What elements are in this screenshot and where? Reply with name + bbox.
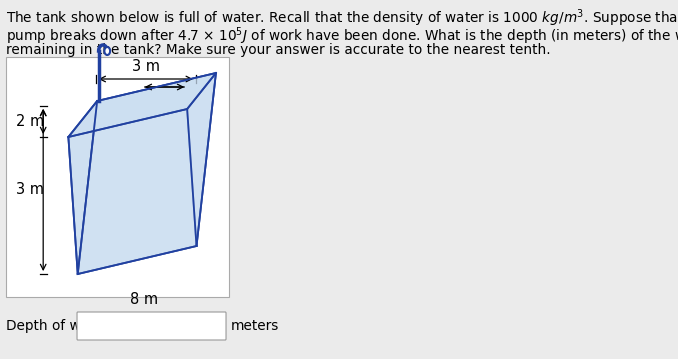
- Polygon shape: [187, 73, 216, 246]
- FancyBboxPatch shape: [5, 57, 229, 297]
- Text: The tank shown below is full of water. Recall that the density of water is 1000 : The tank shown below is full of water. R…: [5, 7, 678, 29]
- Text: 2 m: 2 m: [16, 114, 44, 129]
- Polygon shape: [78, 73, 216, 274]
- Polygon shape: [68, 101, 97, 274]
- Polygon shape: [68, 73, 216, 137]
- Text: Depth of water =: Depth of water =: [5, 319, 124, 333]
- Text: remaining in the tank? Make sure your answer is accurate to the nearest tenth.: remaining in the tank? Make sure your an…: [5, 43, 551, 57]
- FancyBboxPatch shape: [77, 312, 226, 340]
- Text: 3 m: 3 m: [132, 59, 160, 74]
- Polygon shape: [68, 109, 197, 274]
- Text: pump breaks down after 4.7 $\times$ 10$^5$$\mathit{J}$ of work have been done. W: pump breaks down after 4.7 $\times$ 10$^…: [5, 25, 678, 47]
- Text: meters: meters: [231, 319, 279, 333]
- Text: 3 m: 3 m: [16, 182, 44, 197]
- Text: 8 m: 8 m: [130, 292, 159, 307]
- Circle shape: [104, 47, 110, 55]
